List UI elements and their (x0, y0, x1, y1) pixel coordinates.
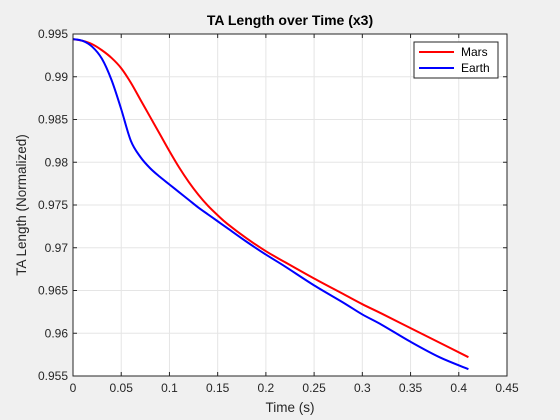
x-tick-label: 0.2 (258, 381, 275, 395)
x-tick-label: 0.4 (450, 381, 467, 395)
x-tick-label: 0.3 (354, 381, 371, 395)
y-tick-label: 0.99 (45, 70, 69, 84)
series-lines (72, 38, 469, 371)
x-tick-label: 0.05 (110, 381, 134, 395)
y-tick-label: 0.98 (45, 155, 69, 169)
x-tick-label: 0.45 (495, 381, 519, 395)
y-tick-label: 0.965 (38, 284, 68, 298)
x-tick-label: 0.25 (302, 381, 326, 395)
x-axis-label: Time (s) (266, 400, 315, 415)
y-tick-labels: 0.955 0.96 0.965 0.97 0.975 0.98 0.985 0.99 0.99… (38, 27, 68, 383)
y-tick-label: 0.97 (45, 241, 69, 255)
axis-ticks (72, 33, 508, 377)
chart-title: TA Length over Time (x3) (207, 12, 373, 28)
y-axis-label: TA Length (Normalized) (14, 134, 29, 276)
legend-label-mars: Mars (461, 45, 488, 59)
x-tick-label: 0 (70, 381, 77, 395)
series-line-mars (72, 38, 469, 359)
x-tick-label: 0.35 (399, 381, 423, 395)
series-line-earth (72, 38, 469, 371)
y-tick-label: 0.995 (38, 27, 68, 41)
y-tick-label: 0.985 (38, 113, 68, 127)
x-tick-label: 0.15 (206, 381, 230, 395)
x-tick-label: 0.1 (161, 381, 178, 395)
y-tick-label: 0.96 (45, 326, 69, 340)
y-tick-label: 0.955 (38, 369, 68, 383)
y-tick-label: 0.975 (38, 198, 68, 212)
legend-label-earth: Earth (461, 61, 490, 75)
legend-box (413, 41, 499, 79)
legend: Mars Earth (413, 41, 499, 79)
x-tick-labels: 0 0.05 0.1 0.15 0.2 0.25 0.3 0.35 0.4 0.45 (70, 381, 519, 395)
